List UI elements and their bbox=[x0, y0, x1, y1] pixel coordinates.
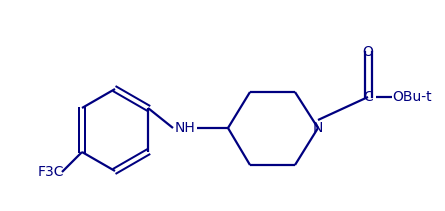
Text: N: N bbox=[313, 121, 323, 135]
Text: OBu-t: OBu-t bbox=[392, 90, 432, 104]
Text: NH: NH bbox=[174, 121, 195, 135]
Text: O: O bbox=[363, 45, 373, 59]
Text: C: C bbox=[363, 90, 373, 104]
Text: F3C: F3C bbox=[38, 165, 65, 179]
